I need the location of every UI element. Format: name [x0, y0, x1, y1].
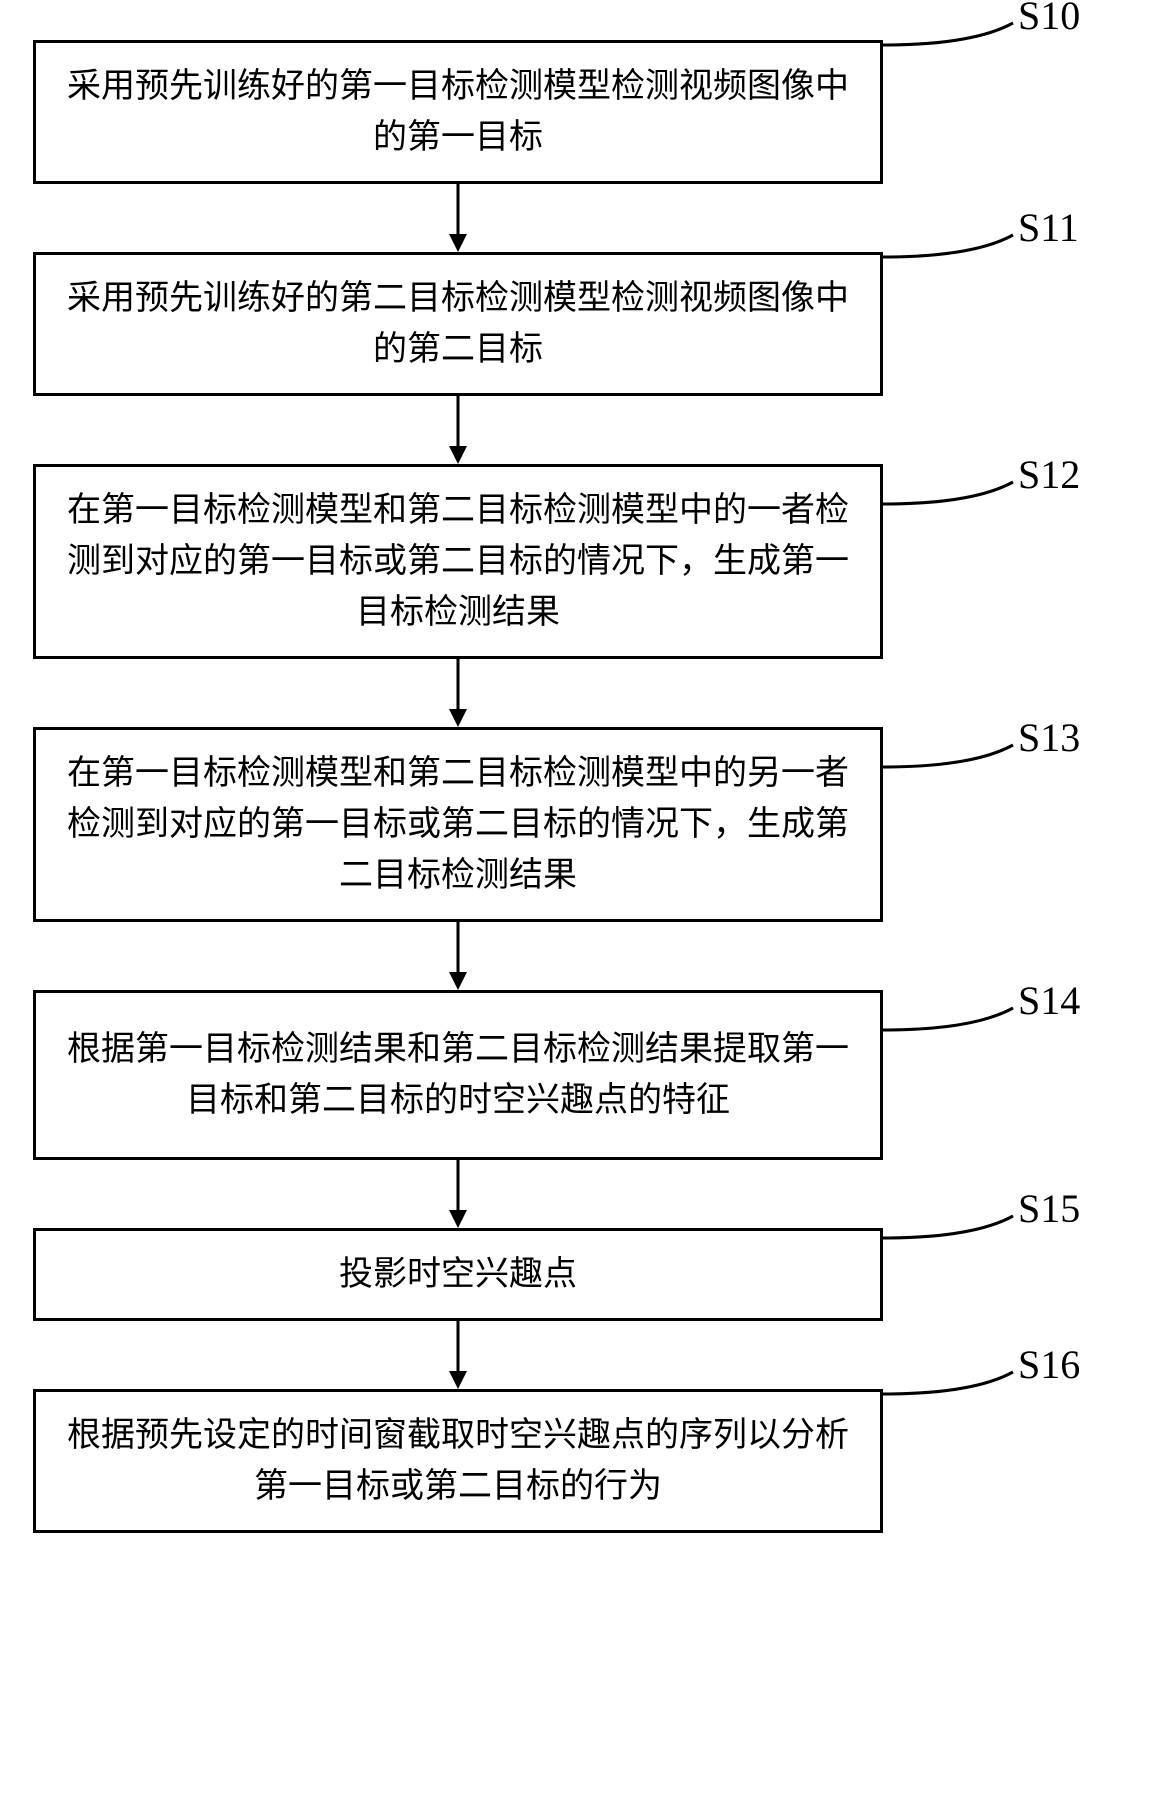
step-text-s12: 在第一目标检测模型和第二目标检测模型中的一者检测到对应的第一目标或第二目标的情况… — [66, 485, 850, 638]
step-text-s15: 投影时空兴趣点 — [339, 1249, 577, 1300]
connector-curve-s15 — [883, 1208, 1133, 1298]
connector-curve-s11 — [883, 227, 1133, 317]
step-text-s14: 根据第一目标检测结果和第二目标检测结果提取第一目标和第二目标的时空兴趣点的特征 — [66, 1024, 850, 1126]
step-text-s10: 采用预先训练好的第一目标检测模型检测视频图像中的第一目标 — [66, 61, 850, 163]
step-label-s14: S14 — [1018, 977, 1080, 1024]
step-text-s13: 在第一目标检测模型和第二目标检测模型中的另一者检测到对应的第一目标或第二目标的情… — [66, 748, 850, 901]
step-label-s12: S12 — [1018, 451, 1080, 498]
connector-curve-s14 — [883, 1000, 1133, 1090]
step-container-s16: 根据预先设定的时间窗截取时空兴趣点的序列以分析第一目标或第二目标的行为 S16 — [33, 1389, 1133, 1533]
step-text-s11: 采用预先训练好的第二目标检测模型检测视频图像中的第二目标 — [66, 273, 850, 375]
step-container-s13: 在第一目标检测模型和第二目标检测模型中的另一者检测到对应的第一目标或第二目标的情… — [33, 727, 1133, 922]
step-box-s10: 采用预先训练好的第一目标检测模型检测视频图像中的第一目标 — [33, 40, 883, 184]
step-box-s16: 根据预先设定的时间窗截取时空兴趣点的序列以分析第一目标或第二目标的行为 — [33, 1389, 883, 1533]
arrow-s15-s16 — [33, 1321, 883, 1389]
step-label-s15: S15 — [1018, 1185, 1080, 1232]
step-box-s11: 采用预先训练好的第二目标检测模型检测视频图像中的第二目标 — [33, 252, 883, 396]
connector-curve-s10 — [883, 15, 1133, 105]
connector-curve-s16 — [883, 1364, 1133, 1454]
step-container-s11: 采用预先训练好的第二目标检测模型检测视频图像中的第二目标 S11 — [33, 252, 1133, 396]
step-box-s12: 在第一目标检测模型和第二目标检测模型中的一者检测到对应的第一目标或第二目标的情况… — [33, 464, 883, 659]
step-container-s10: 采用预先训练好的第一目标检测模型检测视频图像中的第一目标 S10 — [33, 40, 1133, 184]
step-container-s14: 根据第一目标检测结果和第二目标检测结果提取第一目标和第二目标的时空兴趣点的特征 … — [33, 990, 1133, 1160]
step-container-s12: 在第一目标检测模型和第二目标检测模型中的一者检测到对应的第一目标或第二目标的情况… — [33, 464, 1133, 659]
step-label-s13: S13 — [1018, 714, 1080, 761]
arrow-s11-s12 — [33, 396, 883, 464]
step-label-s10: S10 — [1018, 0, 1080, 39]
flowchart-container: 采用预先训练好的第一目标检测模型检测视频图像中的第一目标 S10 采用预先训练好… — [33, 40, 1133, 1533]
step-box-s15: 投影时空兴趣点 — [33, 1228, 883, 1321]
arrow-s14-s15 — [33, 1160, 883, 1228]
step-label-s16: S16 — [1018, 1341, 1080, 1388]
step-text-s16: 根据预先设定的时间窗截取时空兴趣点的序列以分析第一目标或第二目标的行为 — [66, 1410, 850, 1512]
connector-curve-s13 — [883, 737, 1133, 827]
arrow-s12-s13 — [33, 659, 883, 727]
arrow-s10-s11 — [33, 184, 883, 252]
step-box-s14: 根据第一目标检测结果和第二目标检测结果提取第一目标和第二目标的时空兴趣点的特征 — [33, 990, 883, 1160]
step-label-s11: S11 — [1018, 204, 1079, 251]
connector-curve-s12 — [883, 474, 1133, 564]
step-container-s15: 投影时空兴趣点 S15 — [33, 1228, 1133, 1321]
arrow-s13-s14 — [33, 922, 883, 990]
step-box-s13: 在第一目标检测模型和第二目标检测模型中的另一者检测到对应的第一目标或第二目标的情… — [33, 727, 883, 922]
